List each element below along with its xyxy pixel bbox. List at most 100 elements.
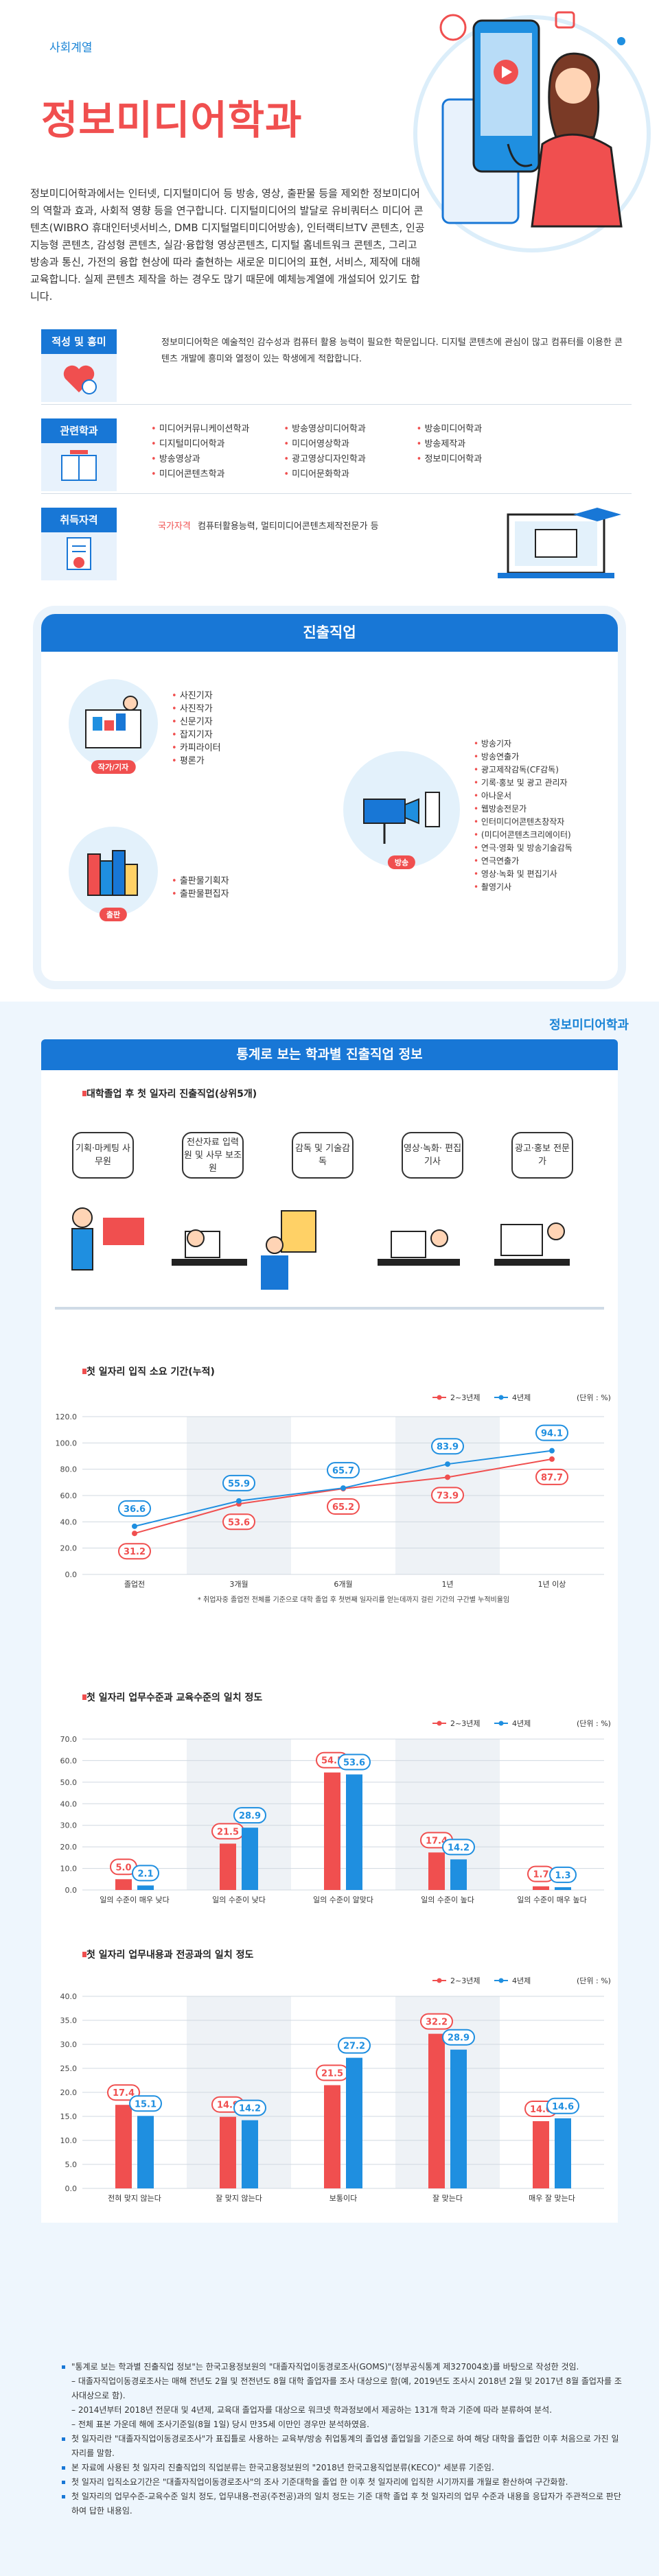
book-icon <box>41 443 117 491</box>
y-tick-label: 20.0 <box>60 2088 78 2097</box>
job-item: 방송기자 <box>474 737 573 751</box>
data-label-box <box>222 1513 255 1531</box>
bar <box>324 2085 340 2188</box>
unit-label: (단위 : %) <box>577 1976 611 1985</box>
y-tick-label: 35.0 <box>60 2016 78 2025</box>
job-item: 사진작가 <box>172 702 221 716</box>
divider <box>41 404 632 405</box>
bar <box>115 2105 132 2188</box>
bar <box>450 1859 467 1890</box>
data-point <box>132 1531 137 1537</box>
unit-label: (단위 : %) <box>577 1393 611 1402</box>
x-tick-label: 보통이다 <box>330 2194 357 2203</box>
y-tick-label: 70.0 <box>60 1735 78 1744</box>
x-tick-label: 일의 수준이 알맞다 <box>313 1895 373 1904</box>
writer-icon <box>85 696 141 748</box>
data-label-box <box>442 2029 475 2046</box>
data-label-box <box>327 1498 360 1515</box>
x-tick-label: 전혀 맞지 않는다 <box>108 2194 161 2203</box>
x-tick-label: 일의 수준이 매우 낮다 <box>100 1895 170 1904</box>
legend-label: 4년제 <box>512 1393 531 1402</box>
data-label: 87.7 <box>541 1473 563 1483</box>
y-tick-label: 40.0 <box>60 1517 78 1526</box>
x-tick-label: 1년 <box>441 1580 453 1589</box>
page-title: 정보미디어학과 <box>41 97 303 143</box>
bar <box>137 1885 154 1890</box>
data-label: 1.3 <box>555 1871 570 1881</box>
note-item: 첫 일자리의 업무수준-교육수준 일치 정도, 업무내용-전공(주전공)과의 일… <box>62 2490 625 2518</box>
writer-jobs: 사진기자 사진작가 신문기자 잡지기자 카피라이터 평론가 <box>172 689 221 768</box>
camera-icon <box>363 792 440 844</box>
legend-marker <box>498 1721 504 1726</box>
chart2: 2~3년제 4년제 (단위 : %) 0.0 10.0 20.0 30.0 40.0 50.0 6… <box>41 1708 618 1914</box>
job-item: 출판물편집자 <box>172 888 229 901</box>
y-tick-label: 60.0 <box>60 1756 78 1765</box>
data-label: 73.9 <box>437 1491 459 1501</box>
data-label-box <box>420 2013 453 2030</box>
bar <box>346 2057 362 2188</box>
data-label-box <box>132 1865 159 1882</box>
note-item: 첫 일자리란 "대졸자직업이동경로조사"가 표집틀로 사용하는 교육부/방송 취… <box>62 2432 625 2461</box>
bar <box>324 1772 340 1890</box>
y-tick-label: 0.0 <box>65 1570 78 1579</box>
broadcast-jobs: 방송기자 방송연출가 광고제작감독(CF감독) 기록·홍보 및 광고 관리자 아… <box>474 737 573 894</box>
data-label: 14.6 <box>552 2102 574 2112</box>
band <box>395 1739 500 1890</box>
license-label: 국가자격 <box>158 521 191 532</box>
related-list: 미디어커뮤니케이션학과 방송영상미디어학과 방송미디어학과 디지털미디어학과 미… <box>151 423 549 482</box>
data-label-box <box>546 2097 579 2114</box>
data-label-box <box>549 1866 577 1883</box>
data-point <box>549 1447 555 1454</box>
job-item: 방송연출가 <box>474 751 573 764</box>
legend-label: 2~3년제 <box>450 1976 480 1985</box>
y-tick-label: 40.0 <box>60 1799 78 1808</box>
data-label-box <box>442 1839 475 1856</box>
y-tick-label: 60.0 <box>60 1491 78 1500</box>
y-tick-label: 120.0 <box>56 1413 78 1421</box>
y-tick-label: 10.0 <box>60 2136 78 2145</box>
related-tag: 관련학과 <box>41 418 117 443</box>
stats-heading: 통계로 보는 학과별 진출직업 정보 <box>41 1039 618 1070</box>
data-label-box <box>535 1468 568 1485</box>
chart2-title: 첫 일자리 업무수준과 교육수준의 일치 정도 <box>41 1688 618 1708</box>
top5-item: 감독 및 기술감독 <box>292 1132 354 1179</box>
data-label: 28.9 <box>448 2033 470 2044</box>
data-label: 15.1 <box>135 2099 157 2110</box>
chart2-svg: 2~3년제 4년제 (단위 : %) 0.0 10.0 20.0 30.0 40.0 50.0 6… <box>60 1719 611 1904</box>
job-item: 평론가 <box>172 755 221 768</box>
chart3: 2~3년제 4년제 (단위 : %) 0.0 5.0 10.0 15.0 20.0 25.0 30… <box>41 1965 618 2212</box>
x-tick-label: 일의 수준이 높다 <box>421 1895 474 1904</box>
top5-item: 광고·홍보 전문가 <box>511 1132 573 1179</box>
job-item: 신문기자 <box>172 716 221 729</box>
brand-label: 정보미디어학과 <box>549 1018 629 1032</box>
data-label: 21.5 <box>217 1827 239 1837</box>
heart-icon <box>41 354 117 402</box>
legend-label: 2~3년제 <box>450 1719 480 1728</box>
legend-marker <box>437 1395 442 1400</box>
bar <box>533 1886 549 1890</box>
bar <box>242 1828 258 1890</box>
legend-marker <box>498 1978 504 1983</box>
related-item: 미디어문화학과 <box>284 468 416 482</box>
data-label-box <box>118 1543 151 1560</box>
data-label: 28.9 <box>239 1811 261 1821</box>
related-item: 방송영상미디어학과 <box>284 423 416 436</box>
job-item: 촬영기사 <box>474 881 573 894</box>
x-tick-label: 1년 이상 <box>538 1580 566 1589</box>
data-label: 17.4 <box>426 1836 448 1846</box>
data-label: 27.2 <box>343 2042 365 2052</box>
bar <box>450 2049 467 2188</box>
data-point <box>445 1474 450 1480</box>
data-label: 53.6 <box>228 1517 250 1528</box>
top5-item: 영상·녹화· 편집 기사 <box>402 1132 463 1179</box>
data-label-box <box>338 2037 371 2054</box>
intro-text: 정보미디어학과에서는 인터넷, 디지털미디어 등 방송, 영상, 출판물 등을 … <box>30 187 425 303</box>
x-tick-label: 일의 수준이 매우 높다 <box>517 1895 587 1904</box>
y-tick-label: 20.0 <box>60 1544 78 1553</box>
data-label: 53.6 <box>343 1758 365 1769</box>
job-item: 웹방송전문가 <box>474 803 573 816</box>
legend-marker <box>437 1978 442 1983</box>
bar <box>220 2116 236 2188</box>
legend-label: 2~3년제 <box>450 1393 480 1402</box>
legend-label: 4년제 <box>512 1719 531 1728</box>
